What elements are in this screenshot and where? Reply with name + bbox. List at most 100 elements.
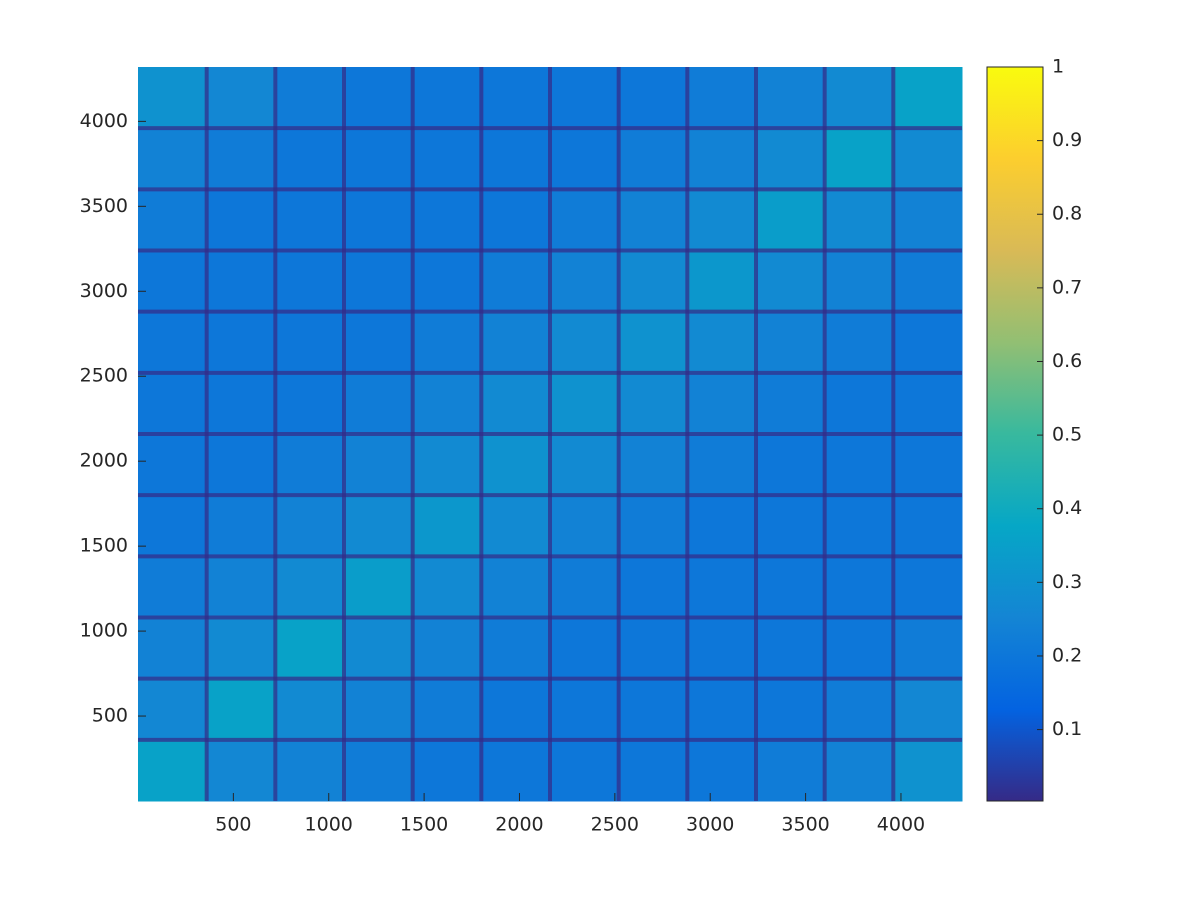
heatmap-cell — [344, 189, 414, 251]
heatmap-cell — [206, 495, 276, 557]
heatmap-cell — [893, 189, 963, 251]
heatmap-cell — [550, 250, 620, 313]
heatmap-cell — [687, 67, 757, 129]
heatmap-cell — [893, 678, 963, 741]
heatmap-cell — [275, 311, 345, 374]
heatmap-cell — [824, 617, 894, 680]
heatmap-cell — [412, 556, 482, 618]
heatmap-cell — [206, 678, 276, 741]
heatmap-cell — [893, 372, 963, 435]
heatmap-cell — [756, 250, 826, 313]
heatmap-cell — [756, 739, 826, 802]
heatmap-cell — [138, 739, 208, 802]
heatmap-cell — [344, 495, 414, 557]
colorbar-tick-label: 0.7 — [1052, 276, 1082, 298]
heatmap-cell — [481, 311, 551, 374]
heatmap-cell — [824, 556, 894, 618]
heatmap-cell — [344, 739, 414, 802]
heatmap-cell — [550, 372, 620, 435]
heatmap-cell — [138, 434, 208, 496]
heatmap-cell — [550, 311, 620, 374]
x-tick-label: 3000 — [686, 814, 734, 836]
heatmap-cell — [481, 556, 551, 618]
heatmap-cell — [138, 556, 208, 618]
heatmap-cell — [138, 189, 208, 251]
heatmap-cell — [618, 189, 688, 251]
heatmap-cell — [618, 372, 688, 435]
heatmap-cell — [550, 678, 620, 741]
heatmap-cell — [687, 311, 757, 374]
heatmap-cell — [138, 678, 208, 741]
heatmap-cell — [275, 250, 345, 313]
heatmap-cell — [618, 311, 688, 374]
heatmap-cell — [756, 434, 826, 496]
heatmap-cell — [275, 495, 345, 557]
heatmap-cell — [344, 434, 414, 496]
heatmap-cell — [618, 67, 688, 129]
heatmap-cell — [206, 311, 276, 374]
heatmap-cell — [481, 128, 551, 190]
heatmap-cell — [206, 372, 276, 435]
heatmap-cell — [275, 678, 345, 741]
colorbar-tick-label: 0.6 — [1052, 350, 1082, 372]
y-tick-label: 3000 — [80, 280, 128, 302]
x-tick-label: 2500 — [591, 814, 639, 836]
heatmap-cell — [756, 189, 826, 251]
heatmap-cell — [275, 67, 345, 129]
x-tick-label: 500 — [215, 814, 251, 836]
heatmap-cell — [344, 372, 414, 435]
heatmap-cell — [481, 739, 551, 802]
x-tick-label: 2000 — [495, 814, 543, 836]
y-tick-label: 2000 — [80, 450, 128, 472]
heatmap-cell — [550, 556, 620, 618]
heatmap-cell — [756, 67, 826, 129]
y-tick-label: 1000 — [80, 620, 128, 642]
colorbar-tick-label: 0.3 — [1052, 571, 1082, 593]
heatmap-cell — [550, 495, 620, 557]
heatmap-cell — [138, 250, 208, 313]
heatmap-cell — [893, 556, 963, 618]
y-tick-label: 500 — [92, 705, 128, 727]
heatmap-cell — [550, 189, 620, 251]
heatmap-cell — [756, 495, 826, 557]
heatmap-cell — [481, 617, 551, 680]
heatmap-cell — [618, 495, 688, 557]
heatmap-cell — [412, 372, 482, 435]
heatmap-cell — [344, 617, 414, 680]
heatmap-cell — [550, 739, 620, 802]
heatmap-cell — [824, 311, 894, 374]
heatmap-cell — [550, 67, 620, 129]
heatmap-cell — [824, 250, 894, 313]
heatmap-cell — [687, 678, 757, 741]
y-tick-label: 4000 — [80, 110, 128, 132]
y-tick-label: 2500 — [80, 365, 128, 387]
heatmap-cell — [618, 128, 688, 190]
x-tick-label: 1000 — [305, 814, 353, 836]
heatmap-cell — [412, 495, 482, 557]
heatmap-cell — [824, 128, 894, 190]
heatmap-cell — [687, 250, 757, 313]
heatmap-cell — [618, 739, 688, 802]
heatmap-cell — [893, 311, 963, 374]
heatmap-cell — [756, 678, 826, 741]
heatmap-cell — [687, 617, 757, 680]
heatmap-cell — [893, 250, 963, 313]
heatmap-cell — [893, 67, 963, 129]
heatmap-cell — [275, 372, 345, 435]
heatmap-cell — [138, 372, 208, 435]
heatmap-cell — [138, 67, 208, 129]
heatmap-cell — [344, 311, 414, 374]
heatmap-cell — [824, 67, 894, 129]
heatmap-cell — [412, 189, 482, 251]
colorbar-tick-label: 1 — [1052, 56, 1064, 78]
y-tick-label: 1500 — [80, 535, 128, 557]
heatmap-cell — [824, 678, 894, 741]
heatmap-cell — [550, 434, 620, 496]
heatmap-cell — [824, 372, 894, 435]
heatmap-cell — [893, 434, 963, 496]
heatmap-cell — [206, 556, 276, 618]
heatmap-cell — [275, 617, 345, 680]
heatmap-cell — [344, 678, 414, 741]
